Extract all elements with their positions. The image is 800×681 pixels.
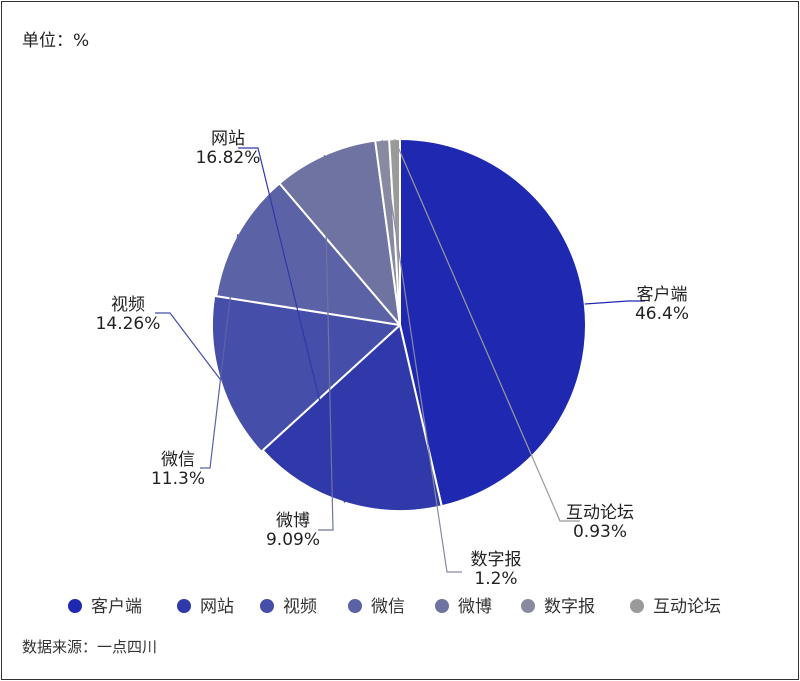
slice-category-label-0: 客户端: [637, 285, 688, 305]
legend-item-0[interactable]: 客户端: [68, 597, 142, 617]
legend-label-4: 微博: [458, 597, 492, 617]
legend: 客户端 网站 视频 微信 微博 数字报 互动论坛: [68, 597, 721, 617]
leader-line-0: [584, 300, 645, 305]
unit-label: 单位：%: [22, 31, 90, 51]
legend-label-6: 互动论坛: [653, 597, 721, 617]
leader-line-1: [238, 147, 346, 503]
slice-category-label-6: 互动论坛: [566, 503, 634, 523]
pie-slices: [211, 138, 587, 512]
slice-value-label-5: 1.2%: [474, 569, 517, 589]
slice-category-label-5: 数字报: [471, 550, 522, 570]
pie-slice-3: [215, 182, 401, 326]
legend-swatch-2: [260, 599, 274, 613]
source-label: 数据来源：一点四川: [22, 638, 158, 656]
legend-label-5: 数字报: [544, 597, 595, 617]
legend-label-0: 客户端: [91, 597, 142, 617]
legend-item-4[interactable]: 微博: [435, 597, 492, 617]
pie-slice-0: [399, 138, 587, 508]
slice-value-label-2: 14.26%: [96, 314, 161, 334]
legend-swatch-3: [348, 599, 362, 613]
slice-category-label-3: 微信: [161, 450, 195, 470]
leader-line-2: [155, 312, 221, 380]
slice-value-label-3: 11.3%: [151, 469, 205, 489]
legend-label-2: 视频: [283, 597, 317, 617]
legend-swatch-0: [68, 599, 82, 613]
legend-label-3: 微信: [371, 597, 405, 617]
legend-label-1: 网站: [200, 597, 234, 617]
legend-item-2[interactable]: 视频: [260, 597, 317, 617]
leader-line-3: [200, 234, 239, 469]
slice-value-label-4: 9.09%: [266, 530, 320, 550]
legend-item-6[interactable]: 互动论坛: [630, 597, 721, 617]
leader-line-6: [394, 138, 580, 522]
legend-item-3[interactable]: 微信: [348, 597, 405, 617]
pie-slice-6: [388, 138, 401, 326]
legend-item-5[interactable]: 数字报: [521, 597, 595, 617]
slice-category-label-4: 微博: [276, 511, 310, 531]
legend-swatch-5: [521, 599, 535, 613]
legend-swatch-6: [630, 599, 644, 613]
slice-value-label-6: 0.93%: [573, 522, 627, 542]
slice-value-label-1: 16.82%: [196, 148, 261, 168]
leader-line-5: [381, 139, 462, 573]
slice-category-label-2: 视频: [111, 295, 145, 315]
legend-swatch-1: [177, 599, 191, 613]
leader-line-4: [318, 155, 334, 531]
legend-item-1[interactable]: 网站: [177, 597, 234, 617]
legend-swatch-4: [435, 599, 449, 613]
slice-value-label-0: 46.4%: [635, 304, 689, 324]
slice-category-label-1: 网站: [211, 129, 245, 149]
